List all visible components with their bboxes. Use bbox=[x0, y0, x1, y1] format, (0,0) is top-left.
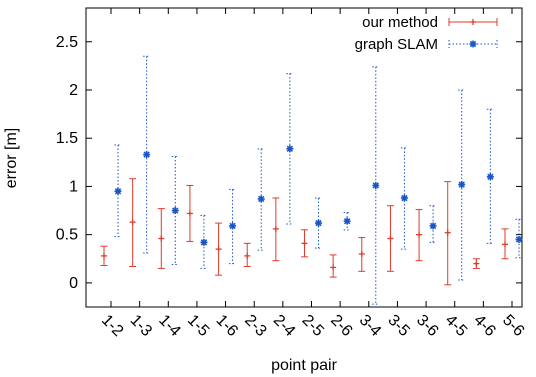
series-layer bbox=[100, 55, 523, 305]
data-point bbox=[343, 217, 351, 225]
data-point bbox=[469, 40, 477, 48]
data-point bbox=[229, 222, 237, 230]
legend-item: our method bbox=[362, 14, 498, 31]
data-point-stroke bbox=[372, 182, 379, 189]
x-tick-label: 2-3 bbox=[241, 312, 269, 340]
y-tick-label: 2.5 bbox=[56, 34, 78, 51]
x-tick-label: 2-5 bbox=[298, 312, 326, 340]
data-point-stroke bbox=[515, 236, 523, 243]
x-tick-label: 3-5 bbox=[384, 312, 412, 340]
y-tick-label: 0 bbox=[69, 275, 78, 292]
y-tick-label: 1 bbox=[69, 178, 78, 195]
data-point bbox=[114, 187, 122, 195]
data-point-stroke bbox=[258, 195, 265, 203]
data-point bbox=[486, 173, 494, 181]
data-point-stroke bbox=[429, 222, 437, 230]
x-tick-label: 4-5 bbox=[442, 312, 470, 340]
x-tick-label: 1-4 bbox=[155, 312, 183, 340]
data-point-stroke bbox=[315, 219, 322, 227]
legend: our method graph SLAM bbox=[355, 14, 498, 53]
x-tick-label: 1-3 bbox=[127, 312, 155, 340]
y-tick-label: 0.5 bbox=[56, 227, 78, 244]
data-point-stroke bbox=[172, 207, 179, 214]
data-point-stroke bbox=[401, 194, 408, 202]
x-tick-label: 2-6 bbox=[327, 312, 355, 340]
x-tick-label: 1-5 bbox=[184, 312, 212, 340]
plot-frame bbox=[85, 7, 523, 308]
y-tick-label: 2 bbox=[69, 82, 78, 99]
x-tick-label: 1-2 bbox=[98, 312, 126, 340]
data-point bbox=[286, 145, 294, 153]
data-point bbox=[200, 238, 208, 246]
data-point-stroke bbox=[229, 222, 236, 230]
x-tick-label: 5-6 bbox=[499, 312, 527, 340]
data-point-stroke bbox=[458, 181, 465, 188]
data-point-stroke bbox=[487, 173, 494, 180]
data-point bbox=[429, 222, 437, 230]
data-point-stroke bbox=[200, 239, 208, 246]
x-tick-label: 2-4 bbox=[270, 312, 298, 340]
data-point bbox=[515, 235, 523, 243]
x-tick-label: 1-6 bbox=[213, 312, 241, 340]
data-point-stroke bbox=[469, 40, 477, 48]
data-point bbox=[143, 151, 151, 159]
data-point-stroke bbox=[114, 188, 122, 195]
data-point bbox=[315, 219, 322, 227]
legend-label: graph SLAM bbox=[355, 36, 438, 53]
legend-item: graph SLAM bbox=[355, 36, 498, 53]
data-point bbox=[400, 194, 408, 202]
y-axis-ticks: 0 0.5 1 1.5 2 2.5 bbox=[56, 34, 522, 292]
data-point-stroke bbox=[286, 145, 294, 153]
series-graph-slam bbox=[114, 55, 523, 305]
data-point bbox=[458, 181, 466, 189]
y-tick-label: 1.5 bbox=[56, 130, 78, 147]
data-point-stroke bbox=[143, 151, 150, 158]
x-axis-ticks: 1-2 1-3 1-4 1-5 1-6 2-3 2-4 2-5 2-6 3-4 3-5 3-6 4-5 4… bbox=[98, 8, 527, 340]
x-axis-title: point pair bbox=[271, 357, 337, 374]
data-point bbox=[257, 195, 265, 203]
x-tick-label: 4-6 bbox=[470, 312, 498, 340]
series-our-method bbox=[100, 178, 509, 286]
y-axis-title: error [m] bbox=[3, 128, 20, 188]
data-point-stroke bbox=[343, 217, 351, 225]
x-tick-label: 3-6 bbox=[413, 312, 441, 340]
data-point bbox=[372, 181, 380, 189]
x-tick-label: 3-4 bbox=[356, 312, 384, 340]
data-point bbox=[171, 207, 179, 215]
legend-label: our method bbox=[362, 14, 438, 31]
